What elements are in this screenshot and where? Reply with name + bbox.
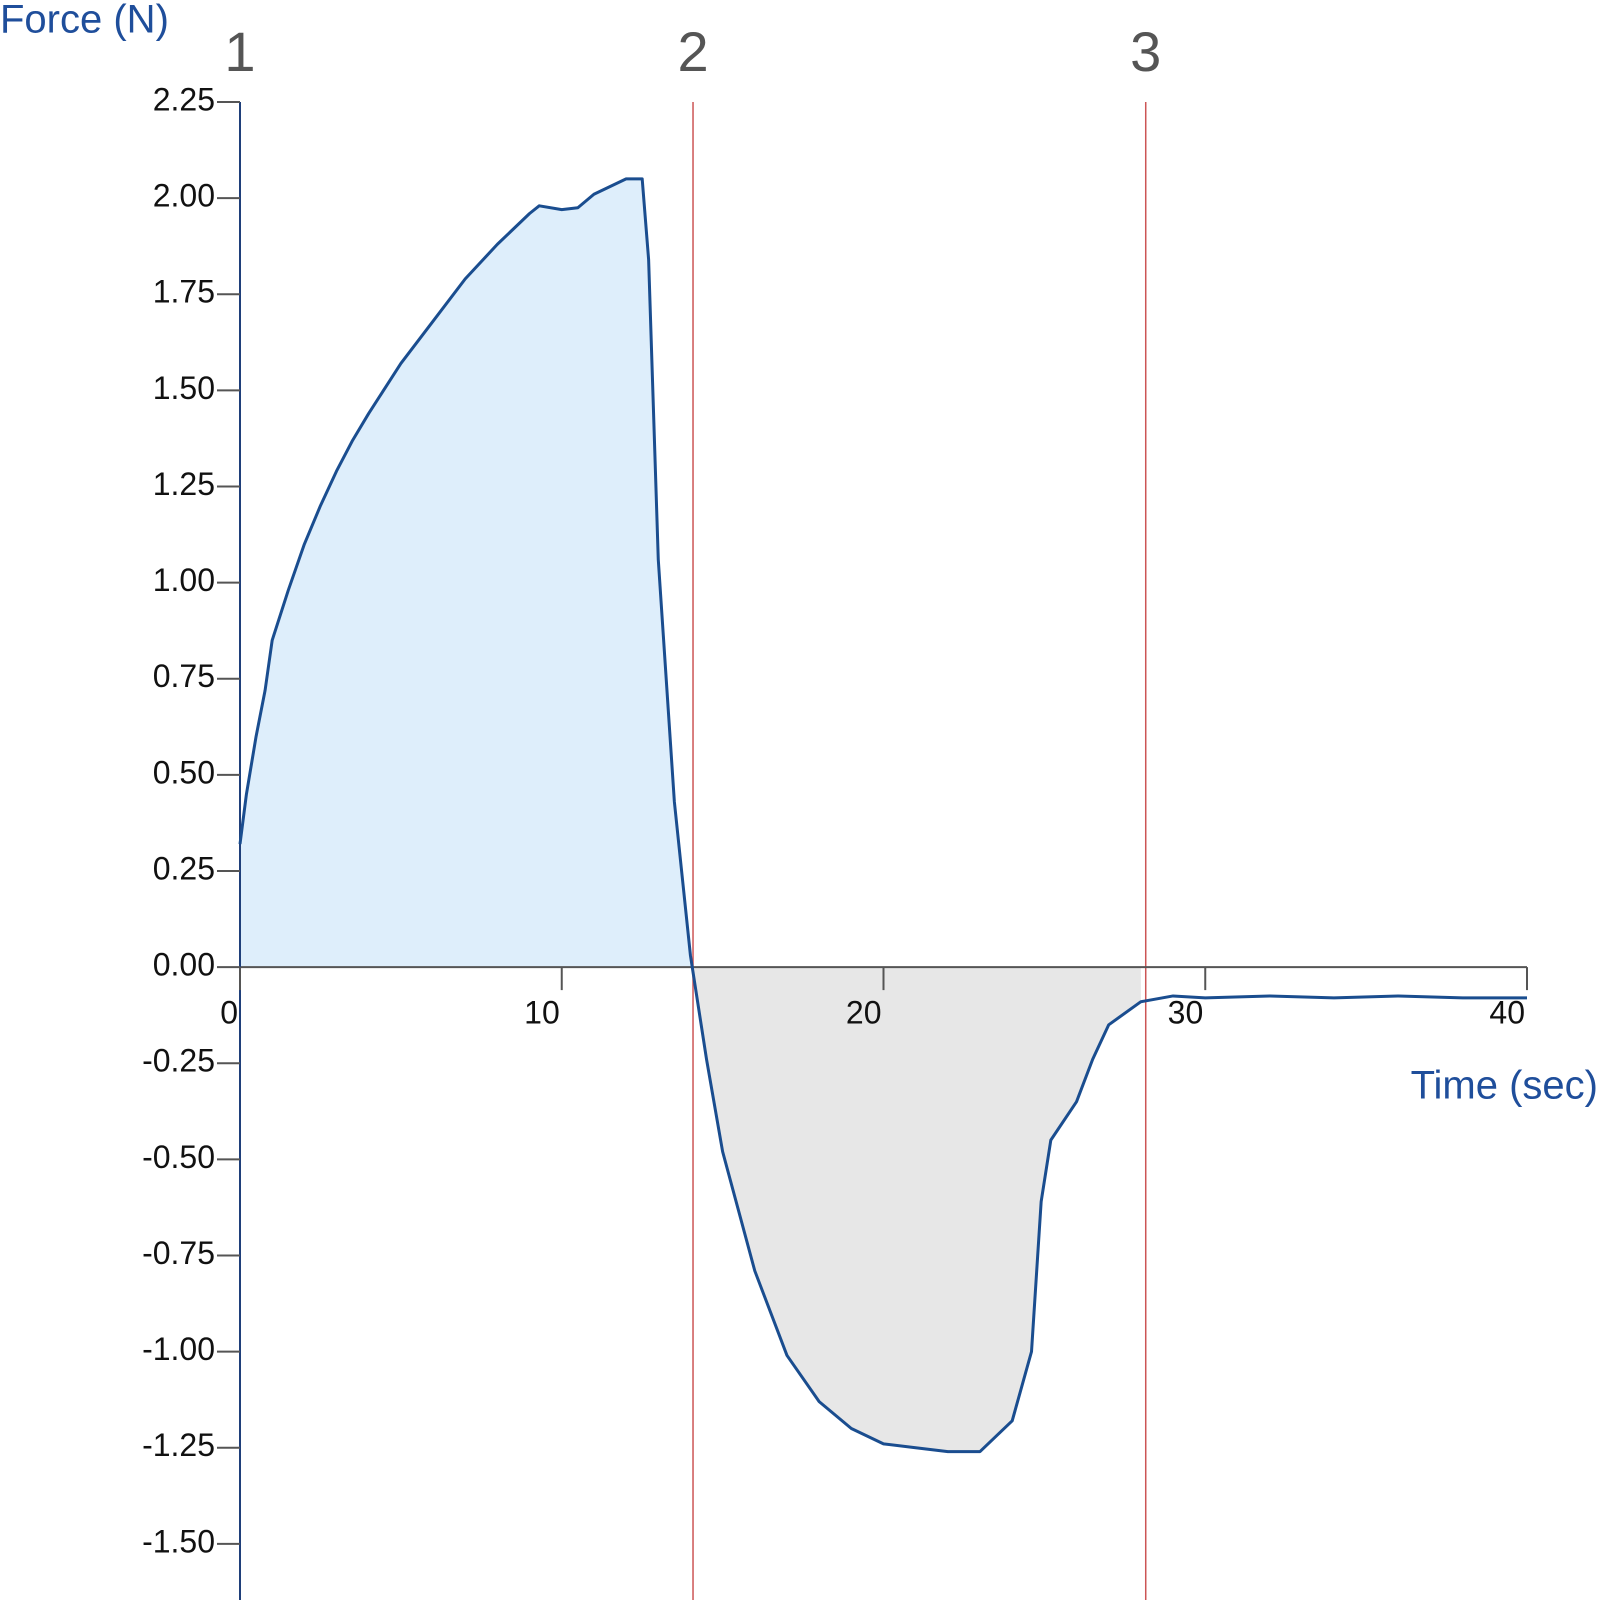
area-positive <box>240 178 693 968</box>
marker-label: 3 <box>1130 20 1161 83</box>
x-tick-label: 30 <box>1168 995 1204 1031</box>
x-tick-label: 40 <box>1489 995 1525 1031</box>
x-tick-label: 0 <box>220 995 238 1031</box>
marker-label: 1 <box>224 20 255 83</box>
x-tick-label: 20 <box>846 995 882 1031</box>
y-tick-label: -0.50 <box>142 1139 215 1175</box>
x-tick-label: 10 <box>524 995 560 1031</box>
y-tick-label: -1.00 <box>142 1331 215 1367</box>
y-tick-label: 2.00 <box>153 178 215 214</box>
marker-label: 2 <box>677 20 708 83</box>
y-tick-label: 0.50 <box>153 754 215 790</box>
y-tick-label: 0.25 <box>153 850 215 886</box>
y-tick-label: 1.75 <box>153 274 215 310</box>
y-tick-label: -0.25 <box>142 1043 215 1079</box>
data-line <box>238 177 1527 1454</box>
y-tick-label: -1.50 <box>142 1523 215 1559</box>
y-tick-label: 1.25 <box>153 466 215 502</box>
x-axis-title: Time (sec) <box>1411 1064 1598 1108</box>
y-tick-label: 1.00 <box>153 562 215 598</box>
y-tick-label: 0.00 <box>153 947 215 983</box>
y-tick-label: 0.75 <box>153 658 215 694</box>
y-tick-label: 1.50 <box>153 370 215 406</box>
y-tick-label: 2.25 <box>153 81 215 117</box>
y-tick-label: -1.25 <box>142 1427 215 1463</box>
area-negative <box>240 967 1141 1452</box>
y-axis-title: Force (N) <box>0 0 169 42</box>
y-tick-label: -0.75 <box>142 1235 215 1271</box>
